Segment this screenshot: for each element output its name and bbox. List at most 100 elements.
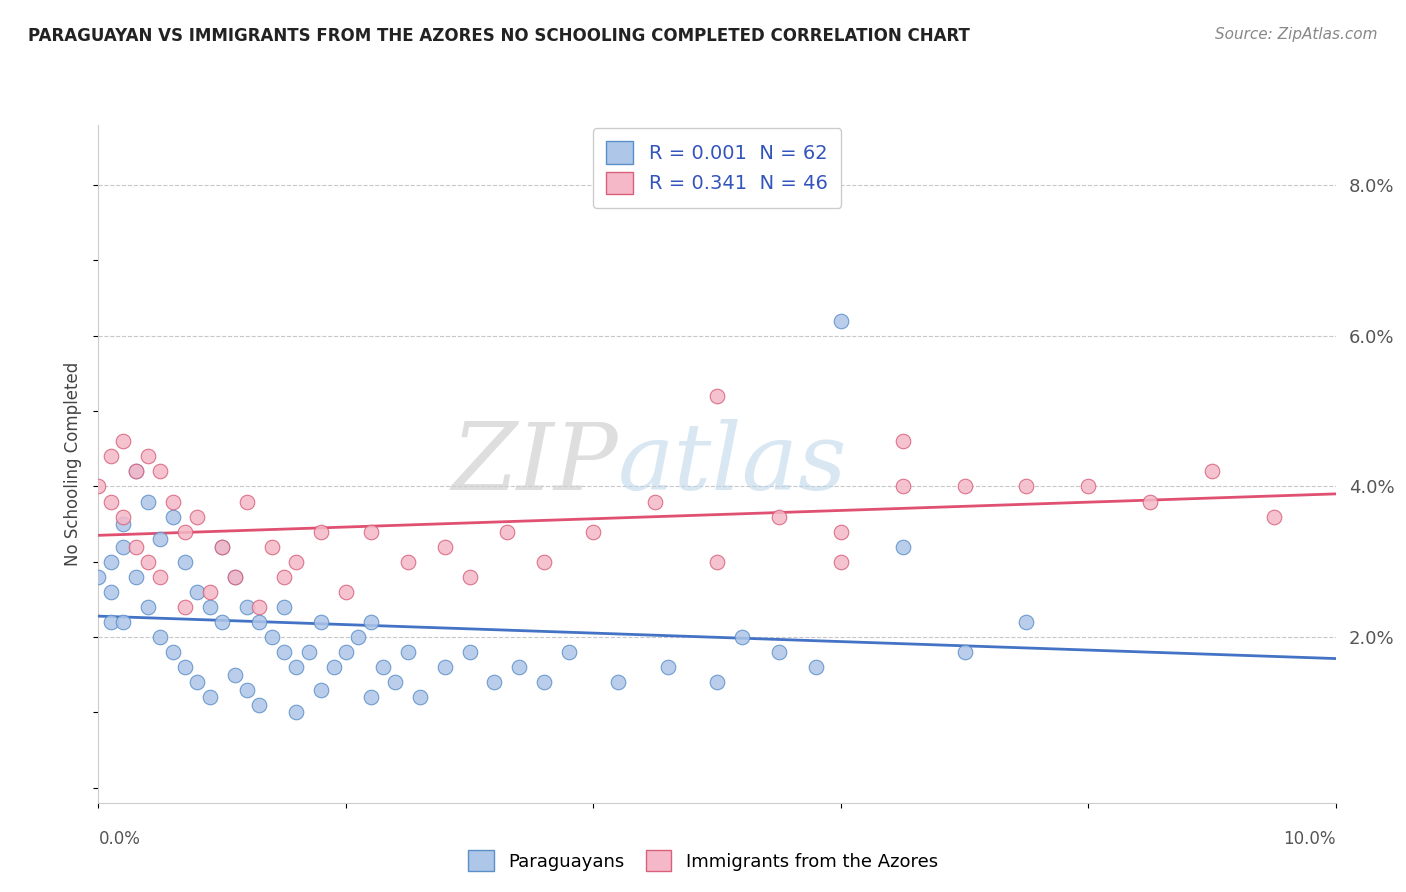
Text: Source: ZipAtlas.com: Source: ZipAtlas.com (1215, 27, 1378, 42)
Point (644, 494, 666, 508)
Legend: Paraguayans, Immigrants from the Azores: Paraguayans, Immigrants from the Azores (461, 843, 945, 879)
Point (174, 524, 197, 539)
Point (891, 434, 914, 449)
Point (136, 599, 159, 614)
Point (953, 479, 976, 493)
Point (458, 645, 481, 659)
Text: atlas: atlas (619, 419, 848, 508)
Point (124, 540, 146, 554)
Text: ZIP: ZIP (451, 419, 619, 508)
Point (396, 555, 419, 569)
Point (224, 570, 246, 584)
Point (186, 675, 208, 690)
Point (409, 690, 432, 705)
Point (224, 667, 246, 681)
Point (360, 524, 382, 539)
Point (136, 555, 159, 569)
Text: 0.0%: 0.0% (98, 830, 141, 847)
Point (273, 645, 295, 659)
Point (335, 585, 357, 599)
Point (247, 599, 270, 614)
Point (508, 660, 530, 674)
Point (433, 540, 456, 554)
Point (891, 479, 914, 493)
Point (149, 464, 172, 478)
Point (384, 675, 406, 690)
Point (433, 660, 456, 674)
Legend: R = 0.001  N = 62, R = 0.341  N = 46: R = 0.001 N = 62, R = 0.341 N = 46 (592, 128, 842, 208)
Point (533, 675, 555, 690)
Point (260, 540, 283, 554)
Point (533, 555, 555, 569)
Point (768, 645, 790, 659)
Y-axis label: No Schooling Completed: No Schooling Completed (65, 362, 83, 566)
Point (309, 615, 332, 629)
Text: 10.0%: 10.0% (1284, 830, 1336, 847)
Point (211, 540, 233, 554)
Point (100, 585, 122, 599)
Point (236, 494, 259, 508)
Point (347, 630, 370, 644)
Point (174, 599, 197, 614)
Point (804, 660, 827, 674)
Point (112, 540, 135, 554)
Point (335, 645, 357, 659)
Point (260, 630, 283, 644)
Point (657, 660, 679, 674)
Point (87, 479, 110, 493)
Point (309, 682, 332, 697)
Text: PARAGUAYAN VS IMMIGRANTS FROM THE AZORES NO SCHOOLING COMPLETED CORRELATION CHAR: PARAGUAYAN VS IMMIGRANTS FROM THE AZORES… (28, 27, 970, 45)
Point (247, 615, 270, 629)
Point (112, 509, 135, 524)
Point (100, 450, 122, 464)
Point (1263, 509, 1285, 524)
Point (236, 599, 259, 614)
Point (174, 660, 197, 674)
Point (273, 599, 295, 614)
Point (495, 524, 517, 539)
Point (322, 660, 344, 674)
Point (1201, 464, 1223, 478)
Point (484, 675, 506, 690)
Point (211, 615, 233, 629)
Point (706, 555, 728, 569)
Point (1077, 479, 1099, 493)
Point (298, 645, 321, 659)
Point (557, 645, 579, 659)
Point (224, 570, 246, 584)
Point (198, 690, 221, 705)
Point (891, 540, 914, 554)
Point (371, 660, 394, 674)
Point (768, 509, 790, 524)
Point (136, 494, 159, 508)
Point (706, 675, 728, 690)
Point (124, 464, 146, 478)
Point (360, 690, 382, 705)
Point (112, 517, 135, 532)
Point (273, 570, 295, 584)
Point (162, 645, 184, 659)
Point (124, 570, 146, 584)
Point (149, 630, 172, 644)
Point (100, 555, 122, 569)
Point (396, 645, 419, 659)
Point (953, 645, 976, 659)
Point (236, 682, 259, 697)
Point (830, 314, 852, 328)
Point (285, 555, 308, 569)
Point (174, 555, 197, 569)
Point (112, 434, 135, 449)
Point (731, 630, 754, 644)
Point (247, 698, 270, 712)
Point (124, 464, 146, 478)
Point (1015, 479, 1038, 493)
Point (830, 555, 852, 569)
Point (198, 599, 221, 614)
Point (607, 675, 630, 690)
Point (582, 524, 605, 539)
Point (360, 615, 382, 629)
Point (87, 570, 110, 584)
Point (285, 660, 308, 674)
Point (1015, 615, 1038, 629)
Point (309, 524, 332, 539)
